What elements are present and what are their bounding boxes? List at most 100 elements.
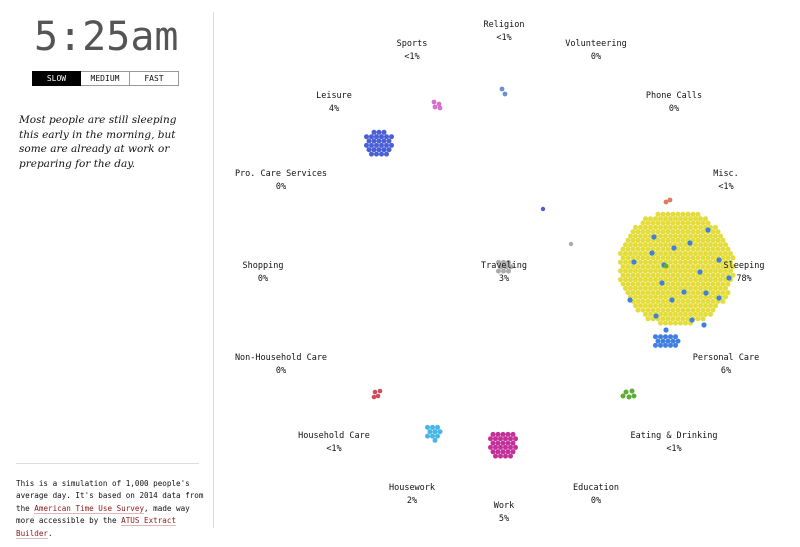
person-dot-sleeping xyxy=(640,264,646,270)
person-dot-leisure xyxy=(384,142,389,148)
person-dot-sleeping xyxy=(693,294,698,300)
person-dot-sleeping xyxy=(683,251,688,256)
person-dot-work xyxy=(498,444,503,450)
person-dot-work xyxy=(510,449,516,455)
person-dot-sleeping xyxy=(695,229,701,235)
person-dot-sleeping xyxy=(683,268,688,274)
activity-name: Leisure xyxy=(316,91,352,101)
person-dot-sleeping xyxy=(650,229,656,235)
person-dot-sleeping xyxy=(633,242,638,248)
speed-medium-button[interactable]: MEDIUM xyxy=(81,71,130,86)
person-dot-sleeping xyxy=(698,294,703,300)
person-dot-sleeping xyxy=(645,290,651,296)
person-dot-sleeping xyxy=(663,311,668,317)
person-dot-work xyxy=(503,453,508,459)
footnote: This is a simulation of 1,000 people's a… xyxy=(16,478,206,540)
person-dot-sleeping xyxy=(683,277,688,283)
activity-label-housework: Housework 2% xyxy=(389,482,435,508)
person-dot-sleeping xyxy=(673,277,678,283)
person-dot-sleeping xyxy=(688,294,693,300)
person-dot-sleeping xyxy=(693,285,698,291)
person-dot-sleeping xyxy=(723,285,728,291)
person-dot-sleeping xyxy=(693,311,698,317)
person-dot-sleeping xyxy=(698,277,703,283)
activity-name: Personal Care xyxy=(692,353,760,363)
speed-slow-button[interactable]: SLOW xyxy=(32,71,81,86)
person-dot-sleeping xyxy=(638,259,643,265)
person-dot-sleeping xyxy=(658,320,663,326)
person-dot-sleeping xyxy=(705,237,711,243)
person-dot-leisure xyxy=(384,134,389,140)
activity-name: Misc. xyxy=(713,169,739,179)
person-dot-sleeping xyxy=(700,255,706,261)
person-dot-leisure xyxy=(364,134,369,140)
person-dot-misc xyxy=(667,197,673,203)
person-dot-sleeping xyxy=(675,272,681,278)
person-dot-sleeping xyxy=(710,281,716,287)
person-dot-traveling xyxy=(498,264,504,270)
person-dot-work xyxy=(488,444,493,450)
person-dot-sleeping xyxy=(718,285,723,291)
person-dot-sleeping xyxy=(693,277,698,283)
person-dot-work xyxy=(493,444,498,450)
person-dot-sleeping xyxy=(663,303,668,309)
person-dot-personal-care xyxy=(716,295,722,301)
person-dot-work xyxy=(490,431,496,437)
person-dot-sleeping xyxy=(623,251,628,256)
person-dot-household-care xyxy=(432,429,438,435)
person-dot-sleeping xyxy=(675,290,681,296)
person-dot-sleeping xyxy=(695,298,701,304)
person-dot-sleeping xyxy=(688,224,693,230)
person-dot-sleeping xyxy=(703,242,708,248)
person-dot-sleeping xyxy=(673,224,678,230)
person-dot-sleeping xyxy=(628,233,633,239)
activity-label-sports: Sports <1% xyxy=(397,38,428,64)
person-dot-sleeping xyxy=(693,259,698,265)
person-dot-sleeping xyxy=(705,220,711,226)
person-dot-personal-care xyxy=(653,334,658,340)
speed-fast-button[interactable]: FAST xyxy=(130,71,179,86)
person-dot-sleeping xyxy=(645,229,651,235)
person-dot-sleeping xyxy=(665,307,671,313)
activity-name: Phone Calls xyxy=(645,91,703,101)
person-dot-sleeping xyxy=(623,259,628,265)
activity-pct: <1% xyxy=(404,52,420,62)
person-dot-sleeping xyxy=(698,285,703,291)
person-dot-moving xyxy=(540,206,546,212)
person-dot-sleeping xyxy=(698,311,703,317)
person-dot-sleeping xyxy=(690,220,696,226)
person-dot-sleeping xyxy=(645,220,651,226)
person-dot-sleeping xyxy=(700,237,706,243)
person-dot-leisure xyxy=(374,142,379,148)
person-dot-work xyxy=(493,436,498,442)
atus-extract-builder-link[interactable]: ATUS Extract Builder xyxy=(16,516,177,539)
person-dot-sleeping xyxy=(640,281,646,287)
person-dot-sleeping xyxy=(633,251,638,256)
person-dot-personal-care xyxy=(681,289,687,295)
person-dot-sleeping xyxy=(665,281,671,287)
person-dot-sleeping xyxy=(685,307,691,313)
person-dot-sleeping xyxy=(635,264,641,270)
person-dot-personal-care xyxy=(653,342,658,348)
person-dot-personal-care xyxy=(627,297,633,303)
person-dot-sleeping xyxy=(688,251,693,256)
person-dot-leisure xyxy=(364,142,369,148)
person-dot-sleeping xyxy=(708,285,713,291)
person-dot-sleeping xyxy=(635,237,641,243)
person-dot-sleeping xyxy=(695,290,701,296)
person-dot-sleeping xyxy=(690,272,696,278)
person-dot-sleeping xyxy=(688,233,693,239)
person-dot-sleeping xyxy=(698,216,703,222)
person-dot-sleeping xyxy=(725,246,731,252)
person-dot-sleeping xyxy=(655,264,661,270)
person-dot-personal-care xyxy=(649,250,655,256)
person-dot-sleeping xyxy=(720,281,726,287)
activity-pct: 6% xyxy=(720,366,732,376)
person-dot-sleeping xyxy=(680,229,686,235)
person-dot-sleeping xyxy=(678,259,683,265)
simulation-canvas: Religion <1% Sports <1% Volunteering 0% Lei… xyxy=(214,0,800,543)
person-dot-sleeping xyxy=(685,246,691,252)
atus-link[interactable]: American Time Use Survey xyxy=(34,503,145,514)
person-dot-sleeping xyxy=(678,216,683,222)
person-dot-leisure xyxy=(369,142,374,148)
